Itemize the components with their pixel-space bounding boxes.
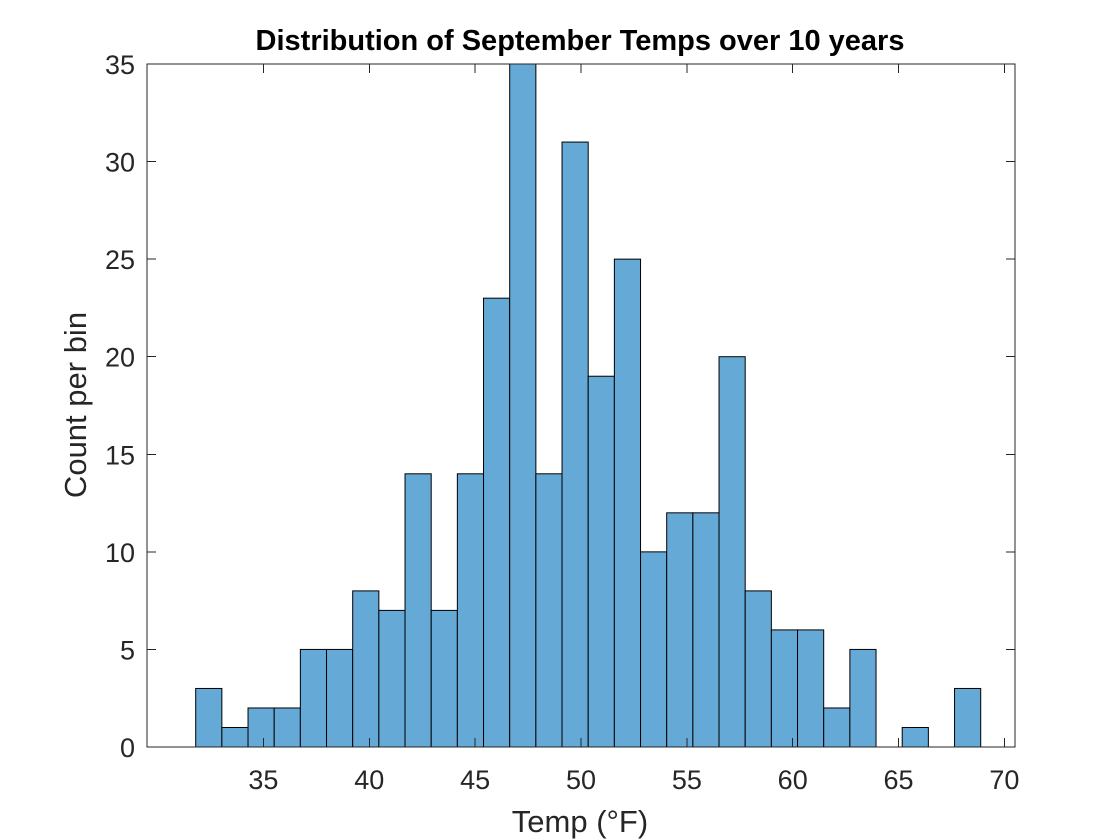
chart-title: Distribution of September Temps over 10 … [256,25,905,57]
y-tick-label: 15 [105,440,135,470]
histogram-bar [299,648,328,748]
histogram-bar [770,629,799,748]
y-tick-label: 35 [105,50,135,80]
x-tick-label: 40 [354,765,384,795]
histogram-bar [666,512,694,748]
x-tick-label: 70 [989,765,1019,795]
histogram-bar [273,707,301,748]
x-tick-label: 60 [778,765,808,795]
x-axis-label: Temp (°F) [512,804,648,839]
y-tick-label: 0 [120,733,135,763]
histogram-bar [352,590,380,748]
histogram-bar [326,648,354,748]
x-tick-labels: 35 40 45 50 55 60 65 70 [248,765,1019,795]
histogram-bar [404,473,432,748]
histogram-bar [195,687,223,748]
y-tick-labels: 0 5 10 15 20 25 30 35 [105,50,135,763]
histogram-bar [561,141,589,748]
x-tick-label: 55 [672,765,702,795]
histogram-bar [430,609,458,748]
bars-group [195,63,982,748]
histogram-bar [718,356,746,748]
histogram-bar [692,512,720,748]
x-tick-label: 35 [248,765,278,795]
histogram-bar [613,258,642,748]
histogram-bar [823,707,851,748]
x-tick-label: 45 [460,765,490,795]
histogram-bar [744,590,772,748]
histogram-bar [535,473,563,748]
y-tick-label: 10 [105,538,135,568]
histogram-bar [221,726,249,748]
y-tick-label: 25 [105,245,135,275]
histogram-bar [901,726,929,748]
ticks-group [147,63,1015,748]
x-tick-label: 50 [566,765,596,795]
histogram-bar [509,63,537,748]
y-tick-label: 20 [105,343,135,373]
histogram-bar [456,473,485,748]
histogram-bar [954,687,982,748]
histogram-bar [849,648,877,748]
histogram-bar [378,609,406,748]
histogram-bar [247,707,275,748]
y-tick-label: 5 [120,635,135,665]
histogram-bar [640,551,668,748]
histogram-bar [797,629,825,748]
y-tick-label: 30 [105,148,135,178]
histogram-bar [483,297,511,748]
y-axis-label: Count per bin [58,312,93,498]
x-tick-label: 65 [884,765,914,795]
histogram-bar [587,375,615,748]
